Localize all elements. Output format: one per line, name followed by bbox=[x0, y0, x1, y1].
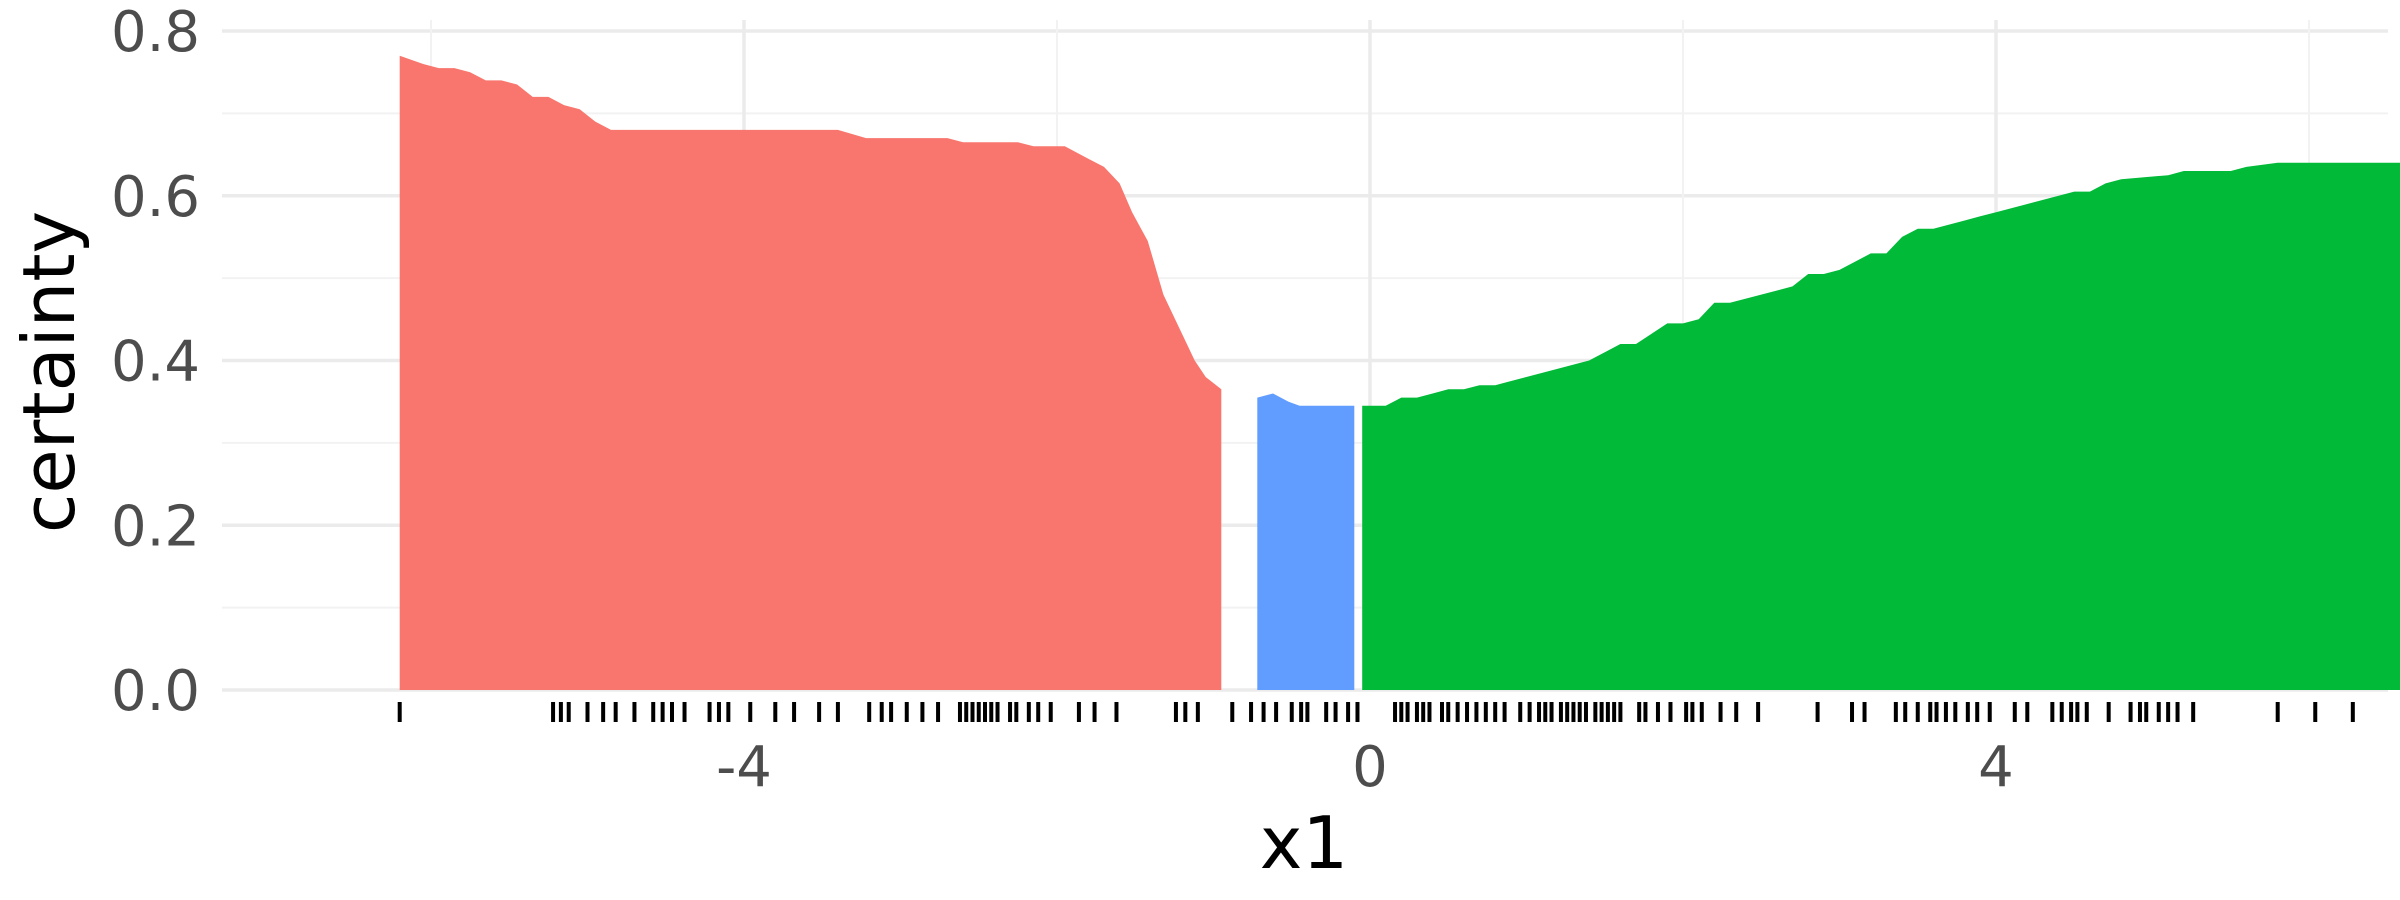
x-tick-label: -4 bbox=[716, 735, 772, 800]
area-segment-2 bbox=[1257, 393, 1355, 690]
y-axis-title: certainty bbox=[7, 211, 91, 533]
y-tick-label: 0.6 bbox=[111, 165, 200, 230]
area-segment-1 bbox=[399, 55, 1222, 690]
area-segment-3 bbox=[1362, 162, 2400, 690]
y-tick-label: 0.0 bbox=[111, 659, 200, 724]
certainty-areas bbox=[399, 55, 2400, 690]
y-tick-label: 0.8 bbox=[111, 0, 200, 65]
x-axis-tick-labels: -4 0 4 bbox=[716, 735, 2014, 800]
x-tick-label: 0 bbox=[1352, 735, 1388, 800]
x-axis-title: x1 bbox=[1260, 801, 1348, 885]
rug-marks bbox=[397, 702, 2355, 722]
x-tick-label: 4 bbox=[1978, 735, 2014, 800]
y-tick-label: 0.2 bbox=[111, 494, 200, 559]
y-axis-tick-labels: 0.0 0.2 0.4 0.6 0.8 bbox=[111, 0, 200, 724]
y-tick-label: 0.4 bbox=[111, 330, 200, 395]
